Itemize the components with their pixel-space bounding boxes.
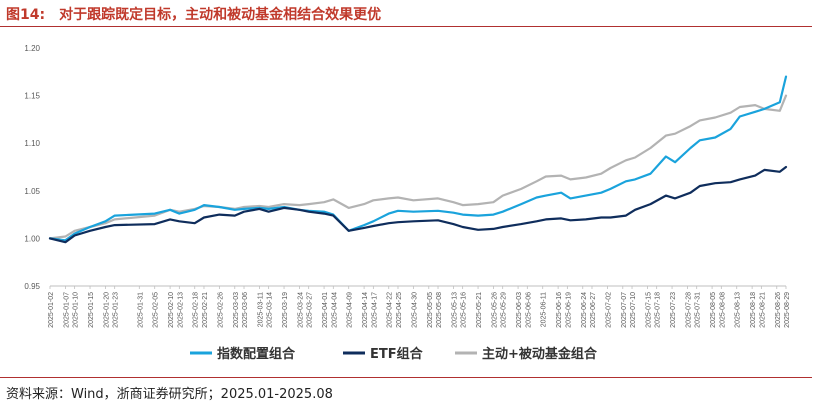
x-tick-label: 2025-07-18 (655, 292, 662, 328)
legend: 指数配置组合 ETF组合 主动+被动基金组合 (190, 346, 598, 362)
index-allocation-portfolio-line (48, 75, 788, 242)
y-tick-label: 0.95 (24, 282, 40, 291)
y-tick-label: 1.05 (24, 187, 40, 196)
x-tick-label: 2025-03-03 (233, 292, 240, 328)
x-tick-label: 2025-04-01 (322, 292, 329, 328)
figure-number: 图14: (6, 7, 46, 23)
legend-label: ETF组合 (370, 346, 424, 362)
y-tick-label: 1.10 (24, 139, 40, 148)
legend-item-index-allocation: 指数配置组合 (190, 346, 296, 362)
etf-portfolio-line (48, 165, 788, 244)
x-tick-label: 2025-07-28 (685, 292, 692, 328)
x-tick-label: 2025-03-06 (242, 292, 249, 328)
x-tick-label: 2025-03-27 (307, 292, 314, 328)
y-tick-label: 1.00 (24, 234, 40, 243)
x-tick-label: 2025-02-05 (153, 292, 160, 328)
x-tick-label: 2025-02-18 (193, 292, 200, 328)
x-tick-label: 2025-07-07 (621, 292, 628, 328)
x-tick-label: 2025-02-21 (202, 292, 209, 328)
active-passive-fund-portfolio-line (48, 94, 788, 240)
figure-title-text: 对于跟踪既定目标，主动和被动基金相结合效果更优 (59, 7, 382, 23)
x-tick-label: 2025-08-26 (775, 292, 782, 328)
x-tick-label: 2025-06-03 (516, 292, 523, 328)
x-tick-label: 2025-01-10 (73, 292, 80, 328)
x-tick-label: 2025-04-30 (411, 292, 418, 328)
source-note: 资料来源：Wind，浙商证券研究所；2025.01-2025.08 (6, 387, 333, 402)
x-tick-label: 2025-08-13 (735, 292, 742, 328)
y-tick-label: 1.20 (24, 44, 40, 53)
y-axis: 0.95 1.00 1.05 1.10 1.15 1.20 (24, 44, 40, 291)
x-tick-label: 2025-03-14 (267, 292, 274, 328)
legend-label: 主动+被动基金组合 (482, 346, 598, 362)
x-tick-label: 2025-06-11 (541, 292, 548, 327)
x-tick-label: 2025-01-23 (113, 292, 120, 328)
x-tick-label: 2025-06-24 (581, 292, 588, 328)
legend-label: 指数配置组合 (217, 346, 296, 362)
x-tick-label: 2025-06-16 (556, 292, 563, 328)
x-tick-label: 2025-07-10 (630, 292, 637, 328)
x-tick-label: 2025-07-31 (695, 292, 702, 328)
title-divider (0, 26, 812, 27)
x-tick-label: 2025-08-05 (710, 292, 717, 328)
line-chart: 0.951.001.051.101.151.20 2025-01-02 2025-… (24, 44, 791, 362)
x-tick-label: 2025-02-13 (177, 292, 184, 328)
x-axis: 2025-01-02 2025-01-07 2025-01-10 2025-01-15… (48, 285, 791, 328)
x-tick-label: 2025-05-13 (451, 292, 458, 328)
y-tick-label: 1.15 (24, 92, 40, 101)
x-tick-label: 2025-04-04 (331, 292, 338, 328)
x-tick-label: 2025-05-08 (436, 292, 443, 328)
x-tick-label: 2025-06-19 (565, 292, 572, 328)
x-tick-label: 2025-05-21 (476, 292, 483, 328)
x-tick-label: 2025-08-18 (750, 292, 757, 328)
x-tick-label: 2025-01-07 (63, 292, 70, 328)
x-tick-label: 2025-08-08 (719, 292, 726, 328)
x-tick-label: 2025-07-15 (645, 292, 652, 328)
x-tick-label: 2025-07-23 (670, 292, 677, 328)
x-tick-label: 2025-06-06 (525, 292, 532, 328)
x-tick-label: 2025-01-15 (88, 292, 95, 328)
x-tick-label: 2025-08-29 (784, 292, 791, 328)
x-tick-label: 2025-04-09 (347, 292, 354, 328)
x-tick-label: 2025-02-10 (168, 292, 175, 328)
x-tick-label: 2025-05-26 (491, 292, 498, 328)
x-tick-label: 2025-04-17 (371, 292, 378, 328)
x-tick-label: 2025-05-05 (427, 292, 434, 328)
x-tick-label: 2025-04-14 (362, 292, 369, 328)
x-tick-label: 2025-08-21 (759, 292, 766, 328)
x-tick-label: 2025-04-25 (396, 292, 403, 328)
legend-item-etf: ETF组合 (343, 346, 424, 362)
x-tick-label: 2025-02-26 (217, 292, 224, 328)
x-tick-label: 2025-06-27 (590, 292, 597, 328)
x-tick-label: 2025-01-20 (103, 292, 110, 328)
x-tick-label: 2025-07-02 (605, 292, 612, 328)
x-tick-label: 2025-03-11 (257, 292, 264, 327)
x-tick-label: 2025-05-16 (461, 292, 468, 328)
x-tick-label: 2025-01-02 (48, 292, 55, 328)
series-lines (48, 75, 788, 244)
figure-title: 图14: 对于跟踪既定目标，主动和被动基金相结合效果更优 (6, 4, 381, 24)
x-tick-label: 2025-01-31 (137, 292, 144, 328)
source-divider (0, 377, 812, 378)
x-tick-label: 2025-03-19 (282, 292, 289, 328)
legend-item-active-passive: 主动+被动基金组合 (455, 346, 598, 362)
x-tick-label: 2025-04-22 (387, 292, 394, 328)
x-tick-label: 2025-05-29 (501, 292, 508, 328)
x-tick-label: 2025-03-24 (297, 292, 304, 328)
